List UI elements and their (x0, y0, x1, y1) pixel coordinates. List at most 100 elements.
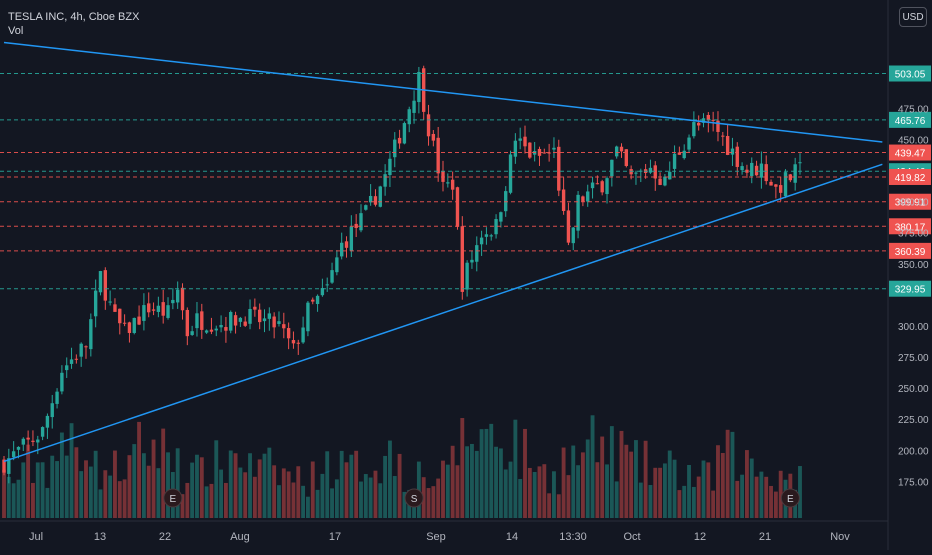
candle (518, 138, 522, 141)
volume-bar (682, 485, 687, 518)
candle (354, 223, 358, 228)
volume-bar (585, 439, 590, 518)
volume-bar (769, 485, 773, 518)
time-tick-label: Nov (830, 531, 850, 543)
candle (725, 136, 730, 155)
candle (730, 148, 735, 155)
candle (668, 171, 672, 180)
volume-bar (45, 487, 50, 518)
volume-bar (156, 468, 161, 518)
candle (552, 147, 556, 150)
candle (359, 213, 363, 231)
candle (60, 372, 64, 392)
volume-bar (465, 446, 470, 518)
volume-bar (455, 465, 460, 518)
volume-bar (219, 469, 224, 518)
time-tick-label: 13 (94, 531, 106, 543)
event-marker-s (404, 488, 424, 508)
candle (195, 313, 199, 329)
level-label: 465.76 (895, 116, 926, 127)
volume-bar (445, 464, 450, 518)
volume-bar (325, 451, 330, 518)
candle (137, 316, 141, 325)
volume-bar (600, 436, 605, 518)
volume-bar (310, 461, 315, 518)
volume-bar (175, 448, 180, 518)
volume-bar (552, 471, 556, 518)
volume-bar (460, 418, 465, 518)
candle (393, 139, 397, 158)
volume-bar (735, 480, 740, 518)
volume-bar (556, 494, 561, 518)
candle (40, 427, 45, 437)
volume-bar (725, 429, 730, 518)
volume-bar (576, 465, 581, 518)
volume-bar (614, 481, 619, 518)
volume-bar (108, 475, 113, 518)
volume-bar (662, 463, 667, 518)
time-tick-label: Aug (230, 531, 250, 543)
candle (185, 309, 190, 337)
level-label: 419.82 (895, 173, 926, 184)
volume-bar (696, 476, 701, 518)
candle (595, 183, 600, 185)
volume-bar (716, 445, 720, 518)
candle (653, 165, 657, 179)
price-tick-label: 250.00 (898, 384, 929, 395)
volume-bar (204, 486, 209, 518)
candle (590, 182, 595, 189)
currency-button[interactable]: USD (899, 7, 927, 27)
price-tick-label: 275.00 (898, 353, 929, 364)
volume-bar (711, 490, 716, 518)
candle (576, 194, 580, 231)
candle (306, 302, 310, 332)
candle (21, 438, 25, 445)
candle (89, 319, 93, 350)
volume-bar (580, 452, 585, 518)
candle (523, 136, 527, 147)
volume-bar (634, 440, 638, 518)
volume-bar (35, 462, 40, 518)
candle (793, 164, 797, 183)
volume-bar (624, 444, 629, 518)
trendline-upper (3, 41, 883, 143)
volume-bar (151, 439, 156, 518)
candle (36, 439, 40, 443)
volume-bar (334, 479, 339, 518)
candle (108, 301, 112, 303)
time-tick-label: 17 (329, 531, 341, 543)
candle (407, 109, 411, 125)
volume-bar (315, 489, 320, 518)
candle (692, 122, 696, 137)
level-label: 439.47 (895, 149, 926, 160)
volume-bar (609, 426, 614, 518)
volume-bar (778, 470, 783, 518)
volume-bar (638, 482, 643, 518)
candle (489, 235, 493, 237)
candle (233, 315, 238, 326)
volume-bar (474, 450, 479, 518)
volume-bar (513, 419, 518, 518)
volume-bar (643, 440, 648, 518)
candle (769, 181, 773, 186)
price-tick-label: 300.00 (898, 322, 929, 333)
volume-bar (740, 474, 745, 518)
candle (470, 259, 474, 263)
candle (151, 309, 156, 311)
volume-bar (590, 415, 595, 518)
volume-bar (416, 461, 421, 518)
volume-bar (691, 486, 696, 518)
volume-bar (31, 482, 35, 518)
time-tick-label: Oct (623, 531, 640, 543)
candle (402, 123, 407, 144)
volume-bar (392, 476, 397, 518)
candle (11, 451, 16, 458)
candle (98, 271, 103, 293)
candle (571, 227, 575, 244)
volume-bar (286, 471, 291, 518)
volume-bar (190, 462, 195, 518)
candle (711, 119, 715, 121)
volume-bar (759, 471, 764, 518)
